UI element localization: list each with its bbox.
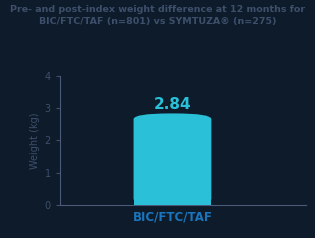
- Text: 2.84: 2.84: [154, 96, 191, 111]
- Y-axis label: Weight (kg): Weight (kg): [31, 112, 40, 169]
- Text: Pre- and post-index weight difference at 12 months for
BIC/FTC/TAF (n=801) vs SY: Pre- and post-index weight difference at…: [10, 5, 305, 25]
- Bar: [134, 196, 211, 205]
- FancyBboxPatch shape: [134, 114, 211, 205]
